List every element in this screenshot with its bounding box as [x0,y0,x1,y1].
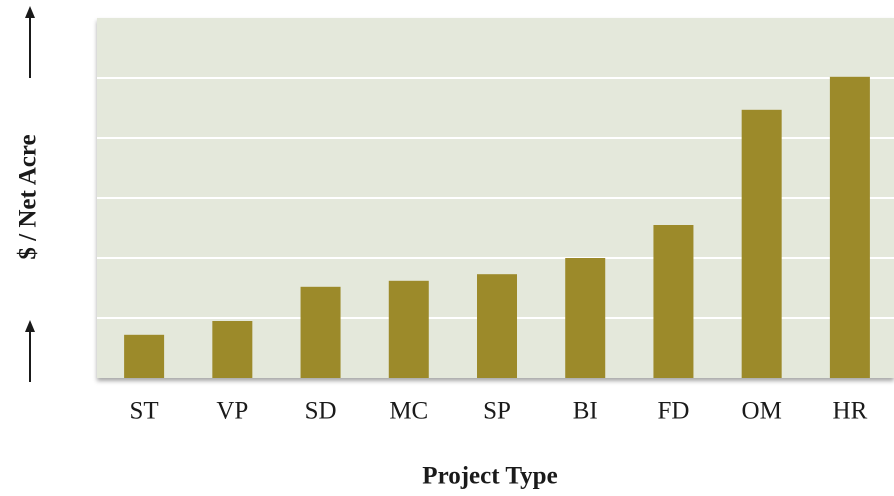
x-tick-label: HR [833,398,868,425]
bar [829,76,870,379]
bar [300,286,341,378]
x-tick-label: SD [305,398,337,425]
bar [653,225,694,378]
x-axis-title: Project Type [422,463,557,490]
x-tick-label: FD [657,398,689,425]
bar [477,274,517,378]
x-tick-label: ST [130,398,159,425]
y-axis-title: $ / Net Acre [15,134,42,259]
x-tick-label: MC [389,398,428,425]
bar [741,109,782,379]
bar [565,258,606,378]
x-tick-label: OM [742,398,782,425]
bar [388,280,429,378]
x-tick-label: SP [483,398,511,425]
bar [124,334,165,378]
bar [212,321,253,378]
arrow-head [25,320,35,332]
x-tick-label: VP [216,398,248,425]
arrow-head [25,6,35,18]
x-tick-label: BI [573,398,598,425]
